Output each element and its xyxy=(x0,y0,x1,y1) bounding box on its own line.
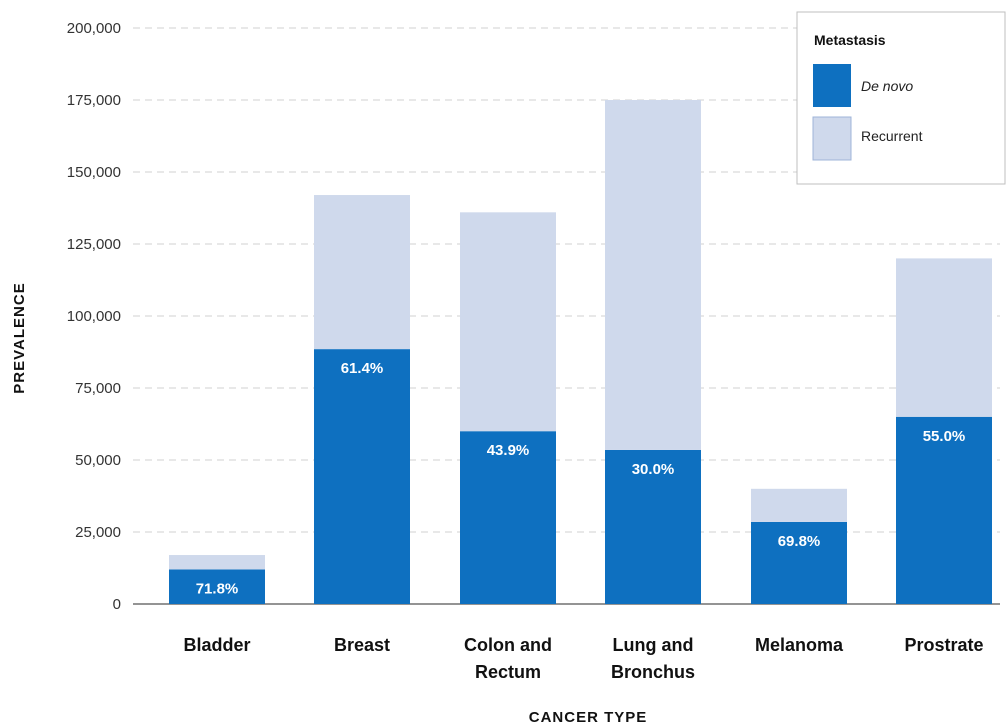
x-tick-label: Melanoma xyxy=(755,635,844,655)
y-tick-label: 0 xyxy=(113,596,121,613)
y-axis: 0 25,000 50,000 75,000 100,000 125,000 150,000… xyxy=(67,20,1000,613)
bar-de-novo xyxy=(169,569,265,604)
bar-data-label: 71.8% xyxy=(196,580,239,597)
y-tick-label: 200,000 xyxy=(67,20,121,37)
legend-title: Metastasis xyxy=(814,32,886,48)
x-tick-label: Breast xyxy=(334,635,390,655)
legend-label-recurrent: Recurrent xyxy=(861,128,923,144)
y-tick-label: 100,000 xyxy=(67,308,121,325)
bar-data-label: 30.0% xyxy=(632,461,675,478)
bar-recurrent xyxy=(751,488,847,522)
y-tick-label: 25,000 xyxy=(75,524,121,541)
y-axis-title: PREVALENCE xyxy=(11,282,28,393)
bar-recurrent xyxy=(314,195,410,350)
x-tick-label: Lung and Bronchus xyxy=(611,635,695,682)
data-labels: 71.8% 61.4% 43.9% 30.0% 69.8% 55.0% xyxy=(196,360,966,597)
bar-data-label: 55.0% xyxy=(923,428,966,445)
legend-swatch-recurrent xyxy=(812,116,852,161)
y-tick-label: 175,000 xyxy=(67,92,121,109)
bar-recurrent xyxy=(169,555,265,570)
bar-recurrent xyxy=(460,212,556,432)
bar-de-novo xyxy=(314,349,410,604)
y-tick-label: 75,000 xyxy=(75,380,121,397)
x-tick-label: Bladder xyxy=(183,635,250,655)
bar-data-label: 61.4% xyxy=(341,360,384,377)
bar-de-novo xyxy=(605,449,701,604)
bar-de-novo xyxy=(460,431,556,604)
bar-recurrent xyxy=(605,100,701,450)
x-axis-title: CANCER TYPE xyxy=(529,709,648,726)
y-tick-label: 150,000 xyxy=(67,164,121,181)
x-axis: Bladder Breast Colon and Rectum Lung and Bron… xyxy=(183,635,983,682)
y-tick-label: 125,000 xyxy=(67,236,121,253)
bars xyxy=(169,100,992,604)
legend-label-de-novo: De novo xyxy=(861,78,913,94)
bar-data-label: 69.8% xyxy=(778,533,821,550)
x-tick-label: Colon and Rectum xyxy=(464,635,552,682)
bar-de-novo xyxy=(896,416,992,604)
bar-data-label: 43.9% xyxy=(487,442,530,459)
x-tick-label: Prostrate xyxy=(904,635,983,655)
legend: Metastasis De novo Recurrent xyxy=(796,11,1006,185)
legend-swatch-de-novo xyxy=(813,64,851,107)
gridlines xyxy=(133,27,1000,533)
bar-de-novo xyxy=(751,521,847,604)
bar-recurrent xyxy=(896,258,992,417)
y-tick-label: 50,000 xyxy=(75,452,121,469)
